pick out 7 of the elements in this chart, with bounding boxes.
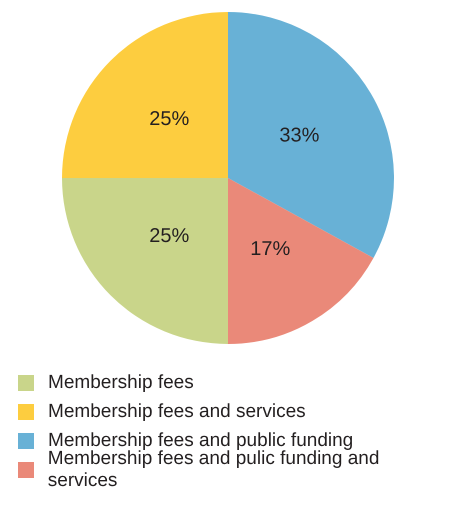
data-label: 25% [149, 108, 190, 130]
data-label: 17% [250, 238, 290, 260]
legend-label: Membership fees and public funding [48, 430, 354, 450]
data-label: 25% [149, 225, 190, 248]
legend-label: Membership fees and services [48, 400, 306, 422]
data-label: 33% [279, 124, 320, 146]
legend-label: Membership fees [48, 372, 194, 394]
